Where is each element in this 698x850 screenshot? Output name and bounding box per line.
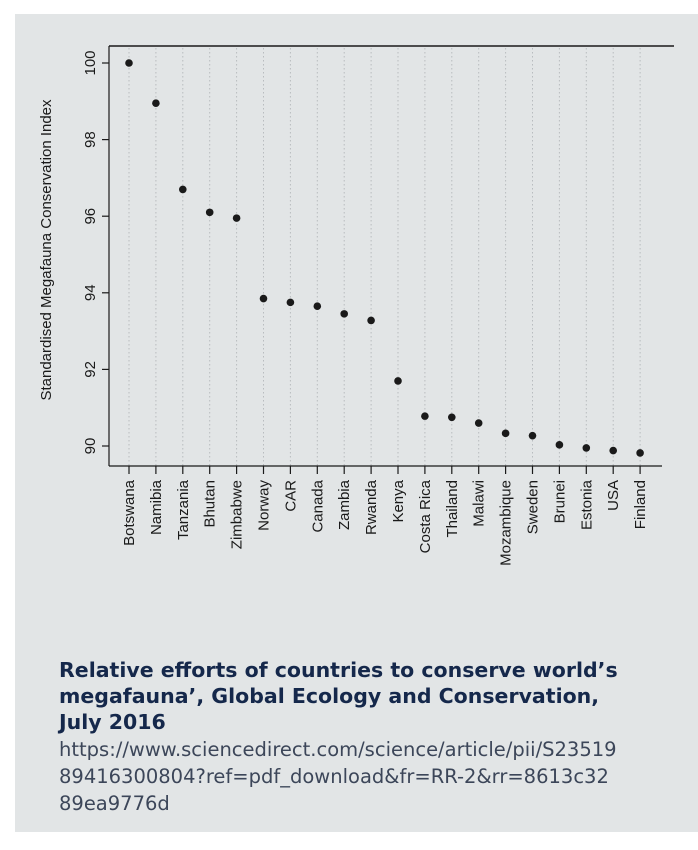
data-point <box>528 431 537 440</box>
data-point <box>125 59 133 67</box>
data-point <box>555 441 564 449</box>
x-tick-label: Rwanda <box>363 479 380 535</box>
data-point <box>340 310 349 318</box>
x-tick-label: Brunei <box>551 480 568 523</box>
x-tick-label: Mozambique <box>498 480 515 566</box>
x-tick-label: Canada <box>309 479 326 532</box>
scatter-chart: 90 92 94 96 98 100 Botswana Namibia Tanzania Bhut… <box>38 45 674 566</box>
x-tick-label: Sweden <box>525 480 542 534</box>
x-tick-label: Norway <box>256 480 273 531</box>
data-points <box>125 59 644 457</box>
x-tick-label: Malawi <box>471 480 488 527</box>
y-tick-label: 92 <box>82 361 99 378</box>
x-tick-label: Namibia <box>148 479 165 535</box>
data-point <box>421 412 429 420</box>
axes <box>102 45 674 474</box>
data-point <box>286 298 295 307</box>
y-tick-label: 94 <box>82 284 99 301</box>
figure-caption: Relative efforts of countries to conserv… <box>59 657 619 817</box>
data-point <box>152 99 160 108</box>
y-tick-label: 100 <box>82 50 99 75</box>
data-point <box>179 185 187 194</box>
x-tick-label: Thailand <box>444 480 461 538</box>
data-point <box>501 429 510 438</box>
x-tick-label: Zimbabwe <box>229 480 246 549</box>
data-point <box>367 316 375 325</box>
y-tick-label: 90 <box>82 438 99 455</box>
x-tick-label: Estonia <box>578 479 595 530</box>
data-point <box>232 214 241 222</box>
y-tick-label: 96 <box>82 208 99 225</box>
data-point <box>609 446 617 455</box>
x-tick-label: Costa Rica <box>417 479 434 553</box>
source-link[interactable]: https://www.sciencedirect.com/science/ar… <box>59 738 617 815</box>
grid-lines <box>128 48 641 466</box>
data-point <box>448 413 456 422</box>
data-point <box>394 377 402 385</box>
y-axis-label: Standardised Megafauna Conservation Inde… <box>38 99 55 401</box>
y-tick-label: 98 <box>82 131 99 148</box>
tick-labels: 90 92 94 96 98 100 Botswana Namibia Tanzania Bhut… <box>82 50 649 565</box>
figure-card: 90 92 94 96 98 100 Botswana Namibia Tanzania Bhut… <box>15 14 698 832</box>
x-tick-label: Tanzania <box>175 479 192 540</box>
x-tick-label: Finland <box>632 480 649 529</box>
data-point <box>313 302 322 311</box>
data-point <box>582 444 591 452</box>
x-tick-label: Bhutan <box>202 480 219 528</box>
x-tick-label: Kenya <box>390 479 407 522</box>
x-tick-label: Zambia <box>336 479 353 530</box>
data-point <box>259 294 268 303</box>
data-point <box>205 208 214 217</box>
data-point <box>636 449 644 457</box>
data-point <box>474 419 483 427</box>
x-tick-label: USA <box>605 480 622 511</box>
caption-title: Relative efforts of countries to conserv… <box>59 658 618 734</box>
x-tick-label: CAR <box>282 480 299 512</box>
x-tick-label: Botswana <box>121 479 138 546</box>
